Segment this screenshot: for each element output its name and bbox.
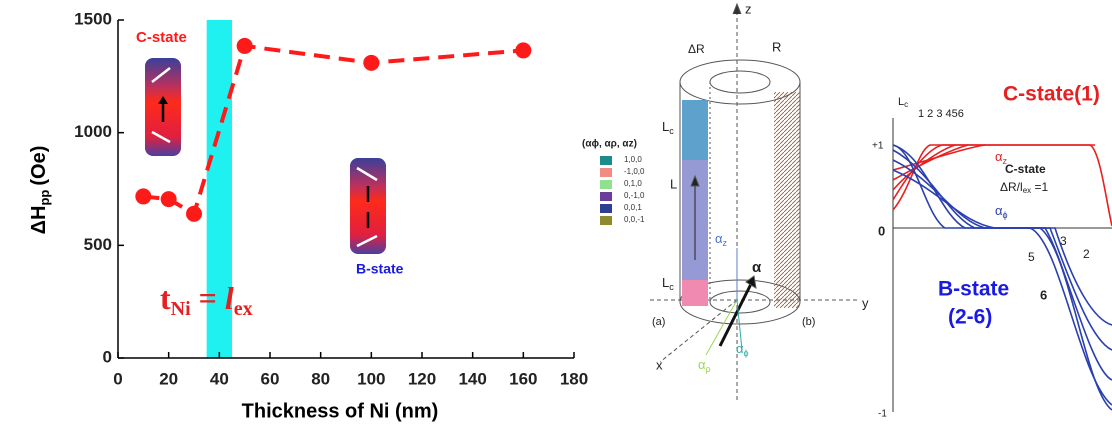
dim-label: Lc (662, 275, 674, 292)
y-tick-label: 500 (84, 235, 112, 254)
label-part: L (662, 119, 669, 134)
annotation: B-state (356, 261, 404, 277)
curve-label: 3 (1060, 234, 1067, 248)
dim-label: R (772, 39, 781, 54)
legend-label: 0,-1,0 (624, 191, 645, 200)
axis-label: x (656, 357, 663, 372)
curve-label: 6 (1040, 287, 1047, 302)
cylinder-diagram (650, 4, 858, 400)
eq-part: l (225, 280, 234, 316)
vector-label: αϕ (736, 341, 749, 358)
panel-label: (a) (652, 316, 665, 328)
x-tick-label: 160 (509, 369, 537, 388)
axis-label: y (862, 295, 869, 310)
legend-swatch (600, 204, 612, 213)
legend-swatch (600, 216, 612, 225)
data-point (135, 188, 151, 204)
x-tick-label: 100 (357, 369, 385, 388)
annotation: tNi = lex (160, 280, 253, 319)
y-axis-label: ΔHpp (Oe) (28, 146, 52, 235)
x-tick-label: 180 (560, 369, 588, 388)
legend: 1,0,0 -1,0,0 0,1,0 0,-1,0 0,0,1 0,0,-1 (600, 155, 645, 225)
curve-label: αϕ (995, 203, 1008, 220)
label-part: z (723, 238, 728, 248)
y-label-part: (Oe) (28, 146, 50, 186)
label-part: ϕ (744, 348, 749, 358)
x-tick-label: 120 (408, 369, 436, 388)
figure: 050010001500020406080100120140160180 C-s… (0, 0, 1112, 434)
vector-label: α (752, 259, 762, 276)
x-tick-label: 20 (159, 369, 178, 388)
label-part: ρ (706, 364, 711, 374)
x-tick-label: 40 (210, 369, 229, 388)
legend-label: 0,1,0 (624, 179, 642, 188)
label-part: ex (1023, 186, 1031, 195)
dim-label: ΔR (688, 42, 705, 56)
eq-part: Ni (171, 298, 191, 320)
label-part: L (662, 275, 669, 290)
y-label-part: pp (37, 190, 52, 206)
legend-label: 0,0,1 (624, 203, 642, 212)
graph-title: (2-6) (948, 306, 992, 329)
y-label-part: ΔH (28, 206, 50, 235)
legend-label: 0,0,-1 (624, 215, 645, 224)
data-point (161, 191, 177, 207)
legend-label: 1,0,0 (624, 155, 642, 164)
x-tick-label: 60 (261, 369, 280, 388)
curve-label: 5 (1028, 250, 1035, 264)
x-tick-label: 140 (458, 369, 486, 388)
y-tick-label: 1000 (74, 122, 112, 141)
eq-part: t (160, 280, 171, 316)
c-state-icon (145, 58, 181, 156)
legend-label: -1,0,0 (624, 167, 645, 176)
curve-index: 1 2 3 456 (918, 108, 964, 120)
dim-label: Lc (662, 119, 674, 136)
eq-part: ex (234, 298, 253, 320)
x-tick-label: 0 (113, 369, 122, 388)
legend-swatch (600, 192, 612, 201)
graph-title: C-state(1) (1003, 83, 1100, 106)
label-part: c (669, 126, 674, 136)
panel-label: (b) (802, 316, 815, 328)
data-point (363, 55, 379, 71)
graph-title: B-state (938, 278, 1009, 301)
label-part: =1 (1031, 180, 1048, 194)
x-tick-label: 80 (311, 369, 330, 388)
legend-title: (αϕ, αρ, αz) (582, 139, 637, 150)
annotation: C-state (136, 29, 187, 46)
label-part: ΔR/l (1000, 180, 1023, 194)
dim-label: L (670, 176, 677, 191)
axis-label: Lc (898, 96, 908, 109)
axis-label: z (745, 1, 752, 16)
data-point (186, 206, 202, 222)
data-line (143, 46, 523, 214)
curve-label: 2 (1083, 247, 1090, 261)
label-part: ϕ (1003, 210, 1008, 220)
vector-label: αz (715, 231, 728, 248)
y-tick-label: 0 (878, 223, 885, 238)
label-part: c (669, 282, 674, 292)
legend-swatch (600, 156, 612, 165)
vector-label: αρ (698, 357, 711, 374)
b-state-icon (350, 158, 386, 254)
data-point (515, 42, 531, 58)
x-axis-label: Thickness of Ni (nm) (242, 400, 439, 422)
legend-swatch (600, 180, 612, 189)
legend-swatch (600, 168, 612, 177)
eq-part: = (191, 280, 225, 316)
inner-title: C-state (1005, 162, 1046, 176)
y-tick-label: 0 (103, 347, 112, 366)
label-part: c (904, 100, 908, 109)
y-tick-label: 1500 (74, 9, 112, 28)
y-tick-label: -1 (878, 409, 887, 420)
inner-title: ΔR/lex =1 (1000, 180, 1048, 195)
data-point (237, 38, 253, 54)
y-tick-label: +1 (872, 141, 884, 152)
